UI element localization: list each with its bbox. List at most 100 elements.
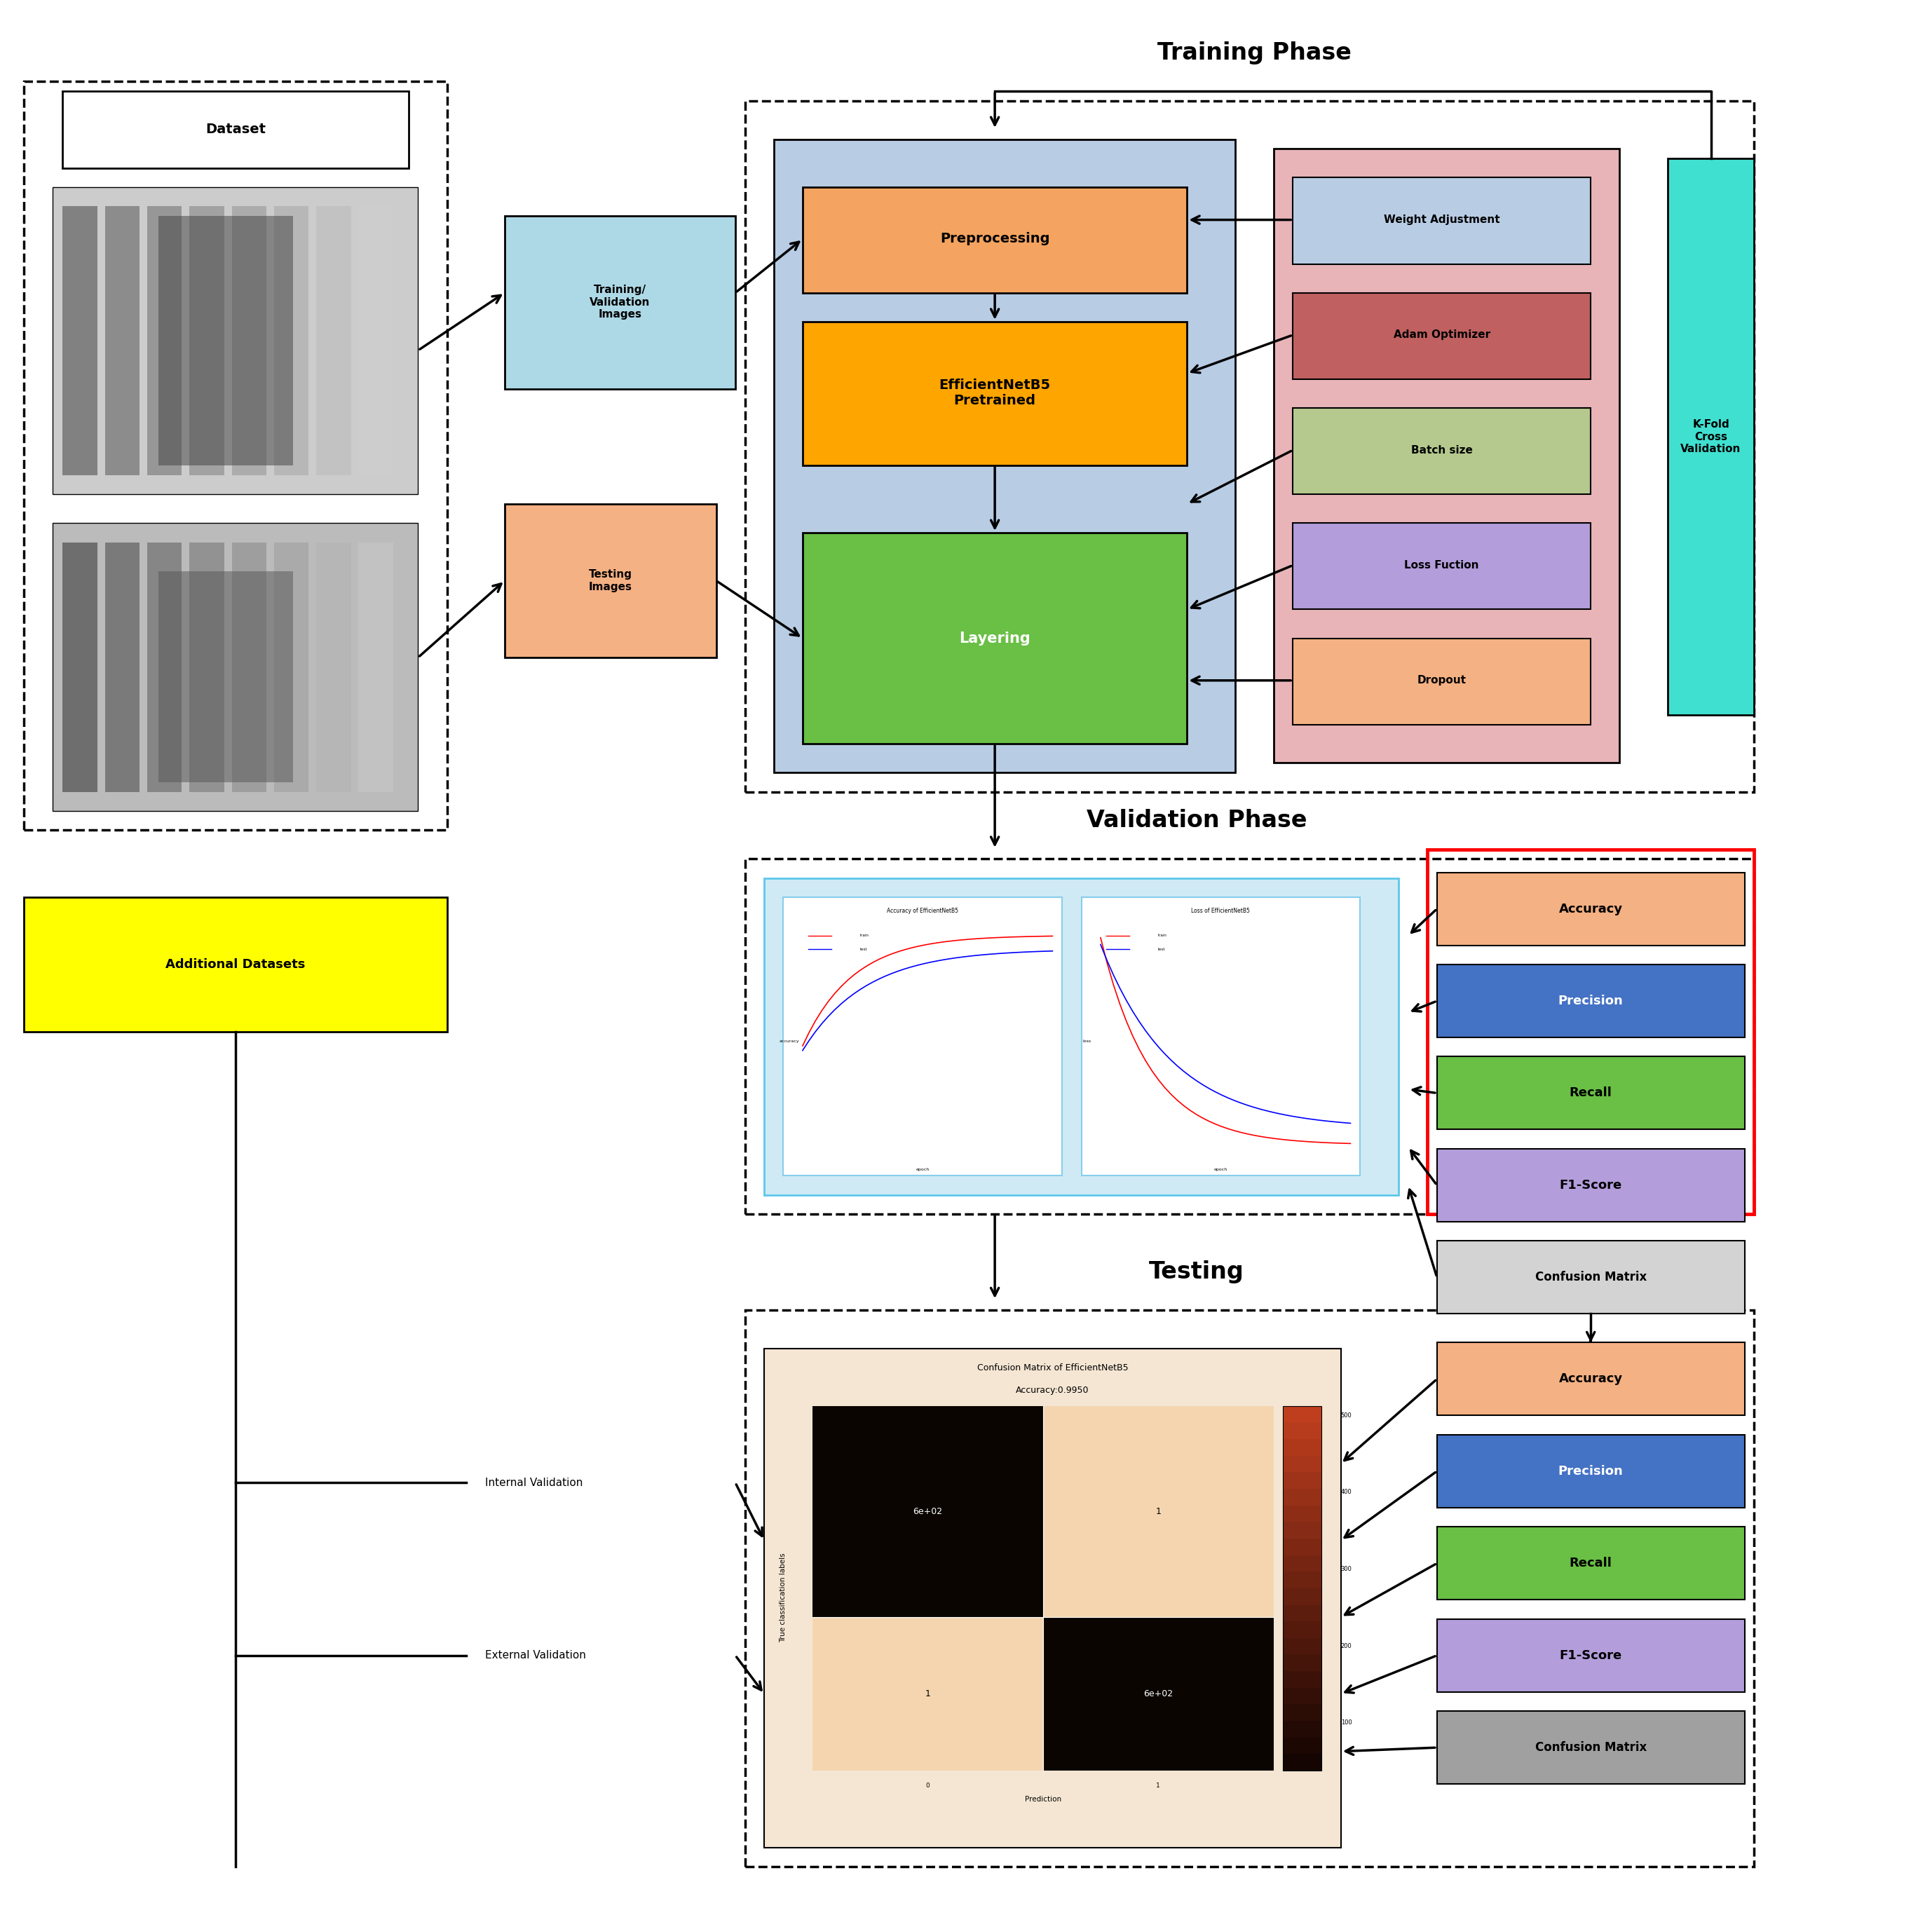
Bar xyxy=(1283,1505,1321,1522)
Text: Internal Validation: Internal Validation xyxy=(485,1478,583,1487)
Bar xyxy=(1437,1435,1745,1508)
Bar xyxy=(1283,1721,1321,1738)
Bar xyxy=(775,139,1235,774)
Text: Training/
Validation
Images: Training/ Validation Images xyxy=(589,285,651,320)
Text: 1: 1 xyxy=(925,1690,931,1698)
Text: train: train xyxy=(860,934,869,937)
Bar xyxy=(765,878,1399,1194)
Bar xyxy=(1273,149,1619,764)
Text: F1-Score: F1-Score xyxy=(1559,1649,1623,1661)
Bar xyxy=(359,542,394,791)
Text: Accuracy: Accuracy xyxy=(1559,903,1623,914)
Text: Confusion Matrix of EfficientNetB5: Confusion Matrix of EfficientNetB5 xyxy=(978,1364,1128,1372)
Bar xyxy=(317,206,352,475)
Text: Adam Optimizer: Adam Optimizer xyxy=(1393,330,1490,340)
Text: Precision: Precision xyxy=(1559,995,1623,1007)
Bar xyxy=(782,897,1063,1175)
Bar xyxy=(1283,1539,1321,1555)
Text: Precision: Precision xyxy=(1559,1464,1623,1478)
Bar xyxy=(1043,1617,1273,1771)
Bar xyxy=(23,897,446,1032)
Bar xyxy=(1437,1711,1745,1784)
Bar xyxy=(504,216,736,390)
Text: Layering: Layering xyxy=(958,631,1030,644)
Bar xyxy=(1283,1705,1321,1721)
Text: External Validation: External Validation xyxy=(485,1649,585,1661)
Text: Testing
Images: Testing Images xyxy=(589,569,632,592)
Bar xyxy=(274,206,309,475)
Text: Dropout: Dropout xyxy=(1418,675,1466,685)
Text: Confusion Matrix: Confusion Matrix xyxy=(1534,1271,1646,1283)
Bar xyxy=(62,91,408,168)
Text: epoch: epoch xyxy=(1213,1169,1227,1171)
Bar xyxy=(52,187,417,494)
Bar xyxy=(1437,872,1745,945)
Text: Preprocessing: Preprocessing xyxy=(941,231,1049,245)
Text: 6e+02: 6e+02 xyxy=(912,1507,943,1516)
Bar xyxy=(1437,1057,1745,1130)
Text: K-Fold
Cross
Validation: K-Fold Cross Validation xyxy=(1681,419,1741,453)
Text: EfficientNetB5
Pretrained: EfficientNetB5 Pretrained xyxy=(939,378,1051,407)
Bar xyxy=(1283,1439,1321,1456)
Bar xyxy=(274,542,309,791)
Bar xyxy=(1283,1605,1321,1622)
Bar xyxy=(1283,1472,1321,1489)
Text: Accuracy:0.9950: Accuracy:0.9950 xyxy=(1016,1387,1090,1395)
Text: test: test xyxy=(1157,947,1165,951)
Bar xyxy=(746,858,1754,1213)
Bar xyxy=(1283,1522,1321,1539)
Text: 6e+02: 6e+02 xyxy=(1144,1690,1173,1698)
Bar xyxy=(23,81,446,829)
Bar xyxy=(1283,1406,1321,1771)
Bar xyxy=(1283,1753,1321,1771)
Text: 500: 500 xyxy=(1341,1412,1352,1418)
Bar xyxy=(1283,1406,1321,1422)
Text: Recall: Recall xyxy=(1569,1557,1611,1570)
Bar xyxy=(62,206,97,475)
Text: Accuracy of EfficientNetB5: Accuracy of EfficientNetB5 xyxy=(887,909,958,914)
Bar xyxy=(189,542,224,791)
Bar xyxy=(1283,1555,1321,1572)
Bar xyxy=(1437,1240,1745,1314)
Text: Dataset: Dataset xyxy=(205,123,267,137)
Text: Recall: Recall xyxy=(1569,1086,1611,1100)
Bar xyxy=(1283,1456,1321,1472)
Bar xyxy=(746,1310,1754,1867)
Text: Additional Datasets: Additional Datasets xyxy=(166,959,305,970)
Bar xyxy=(1437,1150,1745,1221)
Bar xyxy=(802,532,1186,745)
Bar xyxy=(1293,638,1590,725)
Text: accuracy: accuracy xyxy=(779,1040,800,1044)
Bar xyxy=(1283,1638,1321,1655)
Bar xyxy=(158,216,294,465)
Text: test: test xyxy=(860,947,867,951)
Bar xyxy=(232,542,267,791)
Bar xyxy=(1283,1422,1321,1439)
Bar xyxy=(1283,1622,1321,1638)
Text: Confusion Matrix: Confusion Matrix xyxy=(1534,1742,1646,1753)
Bar xyxy=(1437,1343,1745,1416)
Text: Testing: Testing xyxy=(1150,1260,1244,1283)
Bar xyxy=(811,1617,1043,1771)
Bar xyxy=(802,187,1186,293)
Bar xyxy=(1428,849,1754,1213)
Text: 200: 200 xyxy=(1341,1644,1352,1649)
Text: F1-Score: F1-Score xyxy=(1559,1179,1623,1192)
Text: 1: 1 xyxy=(1155,1507,1161,1516)
Bar xyxy=(746,100,1754,791)
Text: Training Phase: Training Phase xyxy=(1157,41,1350,64)
Text: 300: 300 xyxy=(1341,1566,1352,1572)
Text: 100: 100 xyxy=(1341,1719,1352,1726)
Bar xyxy=(811,1406,1043,1617)
Text: Validation Phase: Validation Phase xyxy=(1086,808,1306,831)
Text: Loss of EfficientNetB5: Loss of EfficientNetB5 xyxy=(1192,909,1250,914)
Bar xyxy=(359,206,394,475)
Text: epoch: epoch xyxy=(916,1169,929,1171)
Bar xyxy=(1283,1489,1321,1505)
Bar xyxy=(62,542,97,791)
Text: loss: loss xyxy=(1082,1040,1092,1044)
Bar xyxy=(1283,1655,1321,1671)
Bar xyxy=(1283,1688,1321,1705)
Text: 0: 0 xyxy=(925,1782,929,1788)
Text: 1: 1 xyxy=(1155,1782,1161,1788)
